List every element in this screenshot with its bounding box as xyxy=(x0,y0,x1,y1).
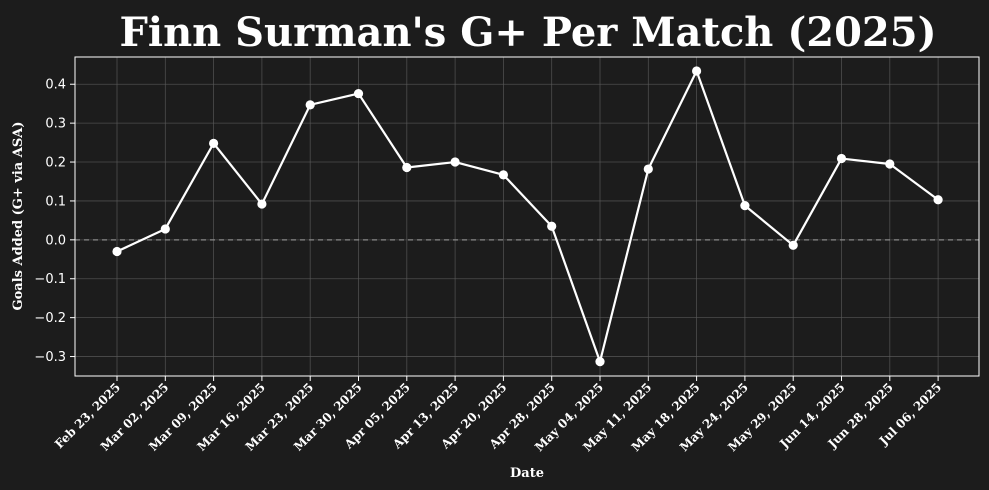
y-tick-label: −0.3 xyxy=(34,350,66,365)
data-point xyxy=(740,201,750,211)
data-point xyxy=(788,240,798,250)
data-point xyxy=(692,66,702,76)
y-tick-label: 0.0 xyxy=(45,233,66,248)
data-point xyxy=(112,246,122,257)
data-point xyxy=(933,195,943,205)
y-tick-label: 0.4 xyxy=(45,78,66,93)
y-axis-ticks: −0.3 −0.2 −0.1 0.0 0.1 0.2 0.3 0.4 xyxy=(34,78,75,365)
data-point xyxy=(547,221,557,231)
data-point xyxy=(450,157,460,167)
data-point xyxy=(305,100,315,110)
data-point xyxy=(209,138,219,148)
grid-layer xyxy=(75,57,979,376)
data-point xyxy=(643,164,653,174)
y-tick-label: −0.2 xyxy=(34,311,66,326)
data-point xyxy=(402,162,412,173)
x-axis-label: Date xyxy=(510,466,544,481)
plot-frame xyxy=(74,56,980,377)
y-axis-label: Goals Added (G+ via ASA) xyxy=(11,122,26,311)
data-point xyxy=(498,170,508,180)
series-layer xyxy=(112,66,943,367)
y-tick-label: 0.2 xyxy=(45,156,66,171)
data-point xyxy=(885,159,895,169)
chart-title: Finn Surman's G+ Per Match (2025) xyxy=(119,9,936,56)
data-point xyxy=(595,357,605,367)
data-point xyxy=(836,153,847,164)
data-point xyxy=(160,224,170,234)
data-point xyxy=(257,199,267,209)
y-tick-label: −0.1 xyxy=(34,272,66,287)
y-tick-label: 0.3 xyxy=(45,117,66,132)
data-point xyxy=(353,88,364,99)
y-tick-label: 0.1 xyxy=(45,194,66,209)
series-line xyxy=(116,69,939,363)
